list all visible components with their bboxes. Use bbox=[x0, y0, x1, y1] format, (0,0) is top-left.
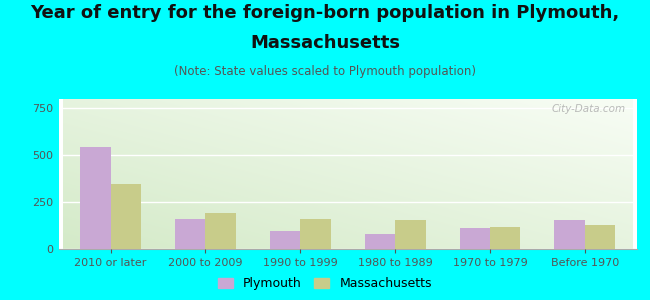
Bar bbox=[365, 234, 395, 249]
Bar bbox=[490, 227, 521, 249]
Bar bbox=[585, 225, 615, 249]
Bar bbox=[111, 184, 141, 249]
Bar bbox=[460, 228, 490, 249]
Bar bbox=[175, 219, 205, 249]
Bar bbox=[300, 219, 331, 249]
Bar bbox=[205, 213, 236, 249]
Bar bbox=[395, 220, 426, 249]
Bar bbox=[81, 147, 110, 249]
Text: Year of entry for the foreign-born population in Plymouth,: Year of entry for the foreign-born popul… bbox=[31, 4, 619, 22]
Bar bbox=[554, 220, 585, 249]
Bar bbox=[270, 231, 300, 249]
Text: City-Data.com: City-Data.com bbox=[551, 103, 625, 113]
Text: (Note: State values scaled to Plymouth population): (Note: State values scaled to Plymouth p… bbox=[174, 64, 476, 77]
Legend: Plymouth, Massachusetts: Plymouth, Massachusetts bbox=[214, 273, 436, 294]
Text: Massachusetts: Massachusetts bbox=[250, 34, 400, 52]
